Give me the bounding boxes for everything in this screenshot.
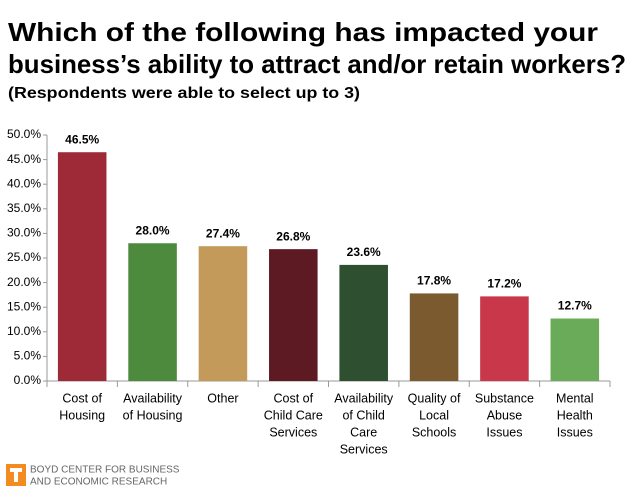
x-tick-label: Services (269, 425, 317, 439)
x-tick-label: Cost of (274, 391, 314, 405)
y-tick-label: 0.0% (14, 373, 42, 387)
x-tick-label: Schools (412, 425, 456, 439)
value-label: 12.7% (558, 299, 592, 313)
value-label: 23.6% (347, 245, 381, 259)
chart-title: Which of the following has impacted your (8, 17, 598, 47)
bar (198, 246, 248, 381)
value-label: 28.0% (136, 223, 170, 237)
value-label: 46.5% (65, 132, 99, 146)
x-tick-label: Other (207, 391, 238, 405)
bar (339, 264, 388, 381)
bar (57, 152, 107, 381)
x-tick-label: Abuse (487, 408, 522, 422)
x-tick-label: Availability (334, 391, 394, 405)
x-tick-label: Mental (556, 391, 594, 405)
footer-text: BOYD CENTER FOR BUSINESS (30, 465, 180, 476)
x-tick-label: Availability (123, 391, 183, 405)
x-tick-label: Housing (59, 408, 105, 422)
bar (409, 293, 459, 381)
x-tick-label: Health (557, 408, 593, 422)
x-tick-label: Issues (486, 425, 522, 439)
y-tick-label: 25.0% (7, 250, 41, 264)
logo-mark (10, 468, 22, 482)
x-tick-label: Issues (557, 425, 593, 439)
value-label: 26.8% (276, 229, 310, 243)
x-tick-label: Quality of (408, 391, 461, 405)
x-tick-label: Care (350, 425, 377, 439)
y-tick-label: 15.0% (7, 299, 41, 313)
x-tick-label: of Child (342, 408, 384, 422)
chart-title: business’s ability to attract and/or ret… (8, 49, 626, 79)
value-label: 17.8% (417, 274, 451, 288)
y-tick-label: 20.0% (7, 275, 41, 289)
bar (128, 243, 177, 381)
footer-text: AND ECONOMIC RESEARCH (30, 477, 167, 488)
x-tick-label: Local (419, 408, 449, 422)
x-tick-label: of Housing (123, 408, 183, 422)
x-tick-label: Services (340, 442, 388, 456)
y-tick-label: 40.0% (7, 176, 41, 190)
y-tick-label: 35.0% (7, 201, 41, 215)
y-tick-label: 10.0% (7, 324, 41, 338)
bar (550, 318, 600, 381)
bar (480, 296, 529, 381)
value-label: 27.4% (206, 226, 240, 240)
x-tick-label: Cost of (62, 391, 102, 405)
bar (269, 249, 318, 381)
value-label: 17.2% (487, 277, 521, 291)
chart-subtitle: (Respondents were able to select up to 3… (8, 85, 360, 102)
y-tick-label: 45.0% (7, 152, 41, 166)
x-tick-label: Substance (475, 391, 534, 405)
y-tick-label: 30.0% (7, 226, 41, 240)
y-tick-label: 50.0% (7, 127, 41, 141)
x-tick-label: Child Care (264, 408, 323, 422)
y-tick-label: 5.0% (14, 349, 42, 363)
